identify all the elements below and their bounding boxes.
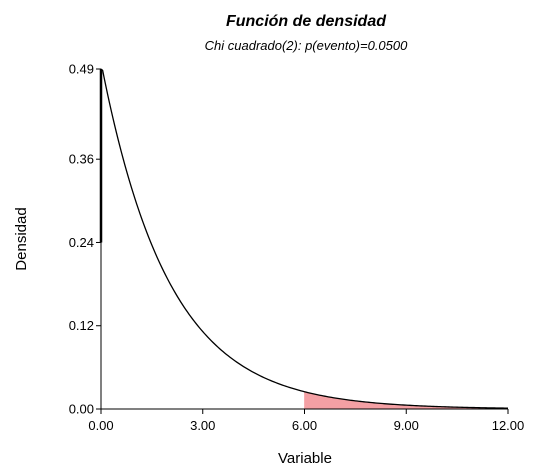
x-tick-label: 3.00	[190, 418, 215, 433]
y-tick-label: 0.00	[69, 402, 94, 417]
y-tick-label: 0.24	[69, 235, 94, 250]
x-axis-label: Variable	[278, 450, 332, 467]
y-tick-label: 0.49	[69, 62, 94, 77]
density-curve	[100, 68, 509, 409]
chart-subtitle: Chi cuadrado(2): p(evento)=0.0500	[205, 38, 408, 53]
y-tick-label: 0.12	[69, 318, 94, 333]
y-tick-label: 0.36	[69, 152, 94, 167]
chart-title: Función de densidad	[226, 13, 387, 30]
x-tick-label: 12.00	[492, 418, 525, 433]
y-axis-label: Densidad	[13, 207, 30, 270]
x-tick-label: 0.00	[88, 418, 113, 433]
x-tick-label: 9.00	[394, 418, 419, 433]
shaded-region	[304, 391, 508, 409]
x-tick-label: 6.00	[292, 418, 317, 433]
